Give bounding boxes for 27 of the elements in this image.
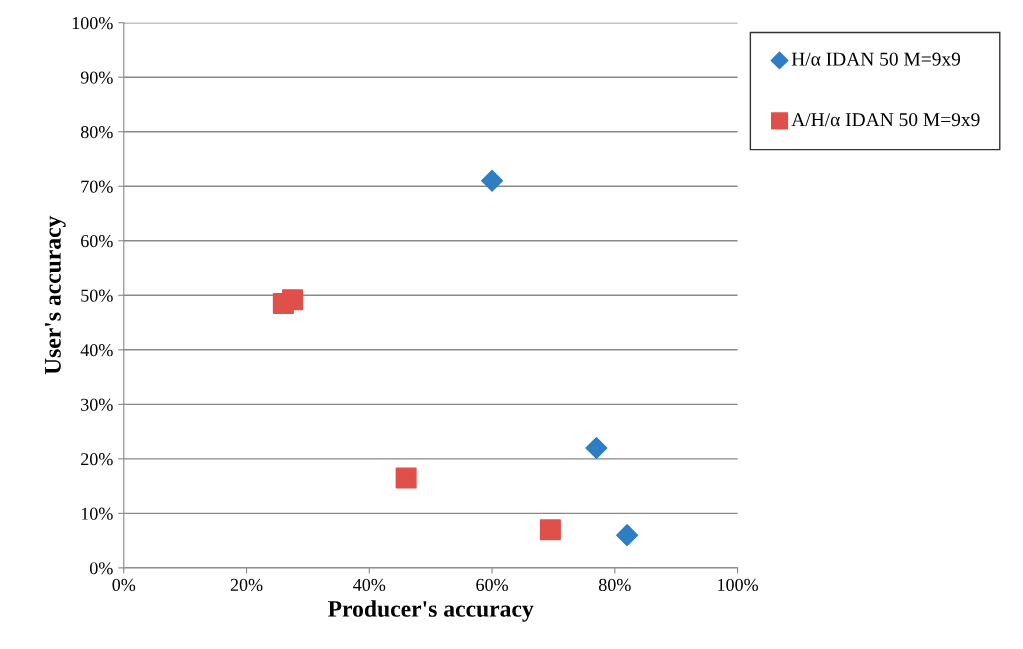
y-tick-label: 80% [80, 126, 113, 139]
x-axis-title: Producer's accuracy [328, 600, 534, 622]
legend-label: H/α IDAN 50 M=9x9 [791, 52, 961, 66]
y-tick-label: 90% [80, 71, 113, 84]
point [395, 467, 417, 489]
x-tick-label: 40% [353, 578, 386, 592]
point [481, 169, 504, 192]
y-tick-label: 60% [81, 235, 113, 248]
point [539, 519, 561, 541]
x-tick-label: 0% [112, 578, 136, 592]
x-tick-label: 60% [476, 578, 508, 592]
point [616, 524, 639, 547]
y-tick-label: 40% [80, 344, 113, 357]
y-tick-label: 100% [72, 16, 113, 30]
y-tick-label: 20% [81, 453, 113, 466]
x-tick-label: 20% [230, 578, 263, 592]
x-tick-label: 80% [598, 578, 631, 592]
y-axis-title: User's accuracy [45, 215, 66, 375]
y-tick-label: 50% [81, 289, 113, 302]
y-tick-label: 10% [81, 507, 113, 520]
legend-label: A/H/α IDAN 50 M=9x9 [791, 113, 980, 127]
point [585, 436, 608, 459]
point [282, 289, 304, 311]
y-tick-label: 30% [81, 398, 113, 411]
y-tick-label: 0% [89, 562, 113, 575]
x-tick-label: 100% [718, 578, 759, 592]
y-tick-label: 70% [81, 180, 113, 193]
